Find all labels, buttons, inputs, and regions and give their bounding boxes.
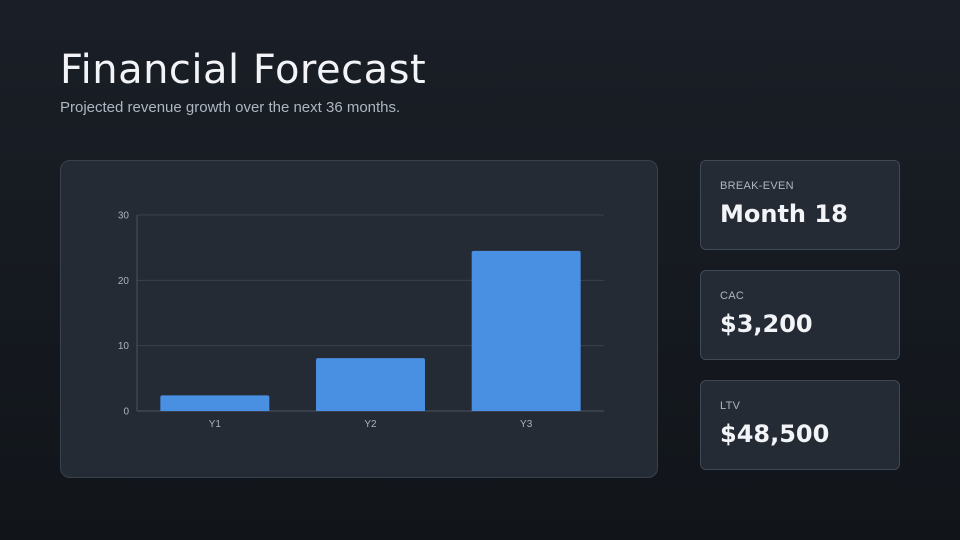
bar-y1 [160, 395, 270, 411]
stat-label: LTV [720, 400, 741, 412]
y-tick-label: 20 [118, 276, 130, 287]
stat-value: $48,500 [720, 420, 830, 448]
stat-card-break-even: BREAK-EVEN Month 18 [700, 160, 900, 250]
x-tick-label: Y3 [520, 419, 533, 430]
y-tick-label: 30 [118, 211, 130, 222]
x-tick-label: Y1 [209, 419, 222, 430]
stat-label: BREAK-EVEN [720, 180, 794, 192]
stat-label: CAC [720, 290, 745, 302]
page-title: Financial Forecast [60, 47, 427, 93]
bar-chart: 0 10 20 30 Y1 Y2 Y3 [118, 211, 604, 430]
bar-y3 [471, 250, 581, 411]
y-tick-label: 10 [118, 341, 130, 352]
bar-y2 [316, 358, 425, 411]
stat-card-cac: CAC $3,200 [700, 270, 900, 360]
stat-card-ltv: LTV $48,500 [700, 380, 900, 470]
stat-value: $3,200 [720, 310, 813, 338]
x-tick-label: Y2 [364, 419, 377, 430]
stat-value: Month 18 [720, 200, 848, 228]
page-subtitle: Projected revenue growth over the next 3… [60, 99, 401, 116]
y-tick-label: 0 [123, 407, 129, 418]
chart-card: 0 10 20 30 Y1 Y2 Y3 [60, 160, 658, 478]
